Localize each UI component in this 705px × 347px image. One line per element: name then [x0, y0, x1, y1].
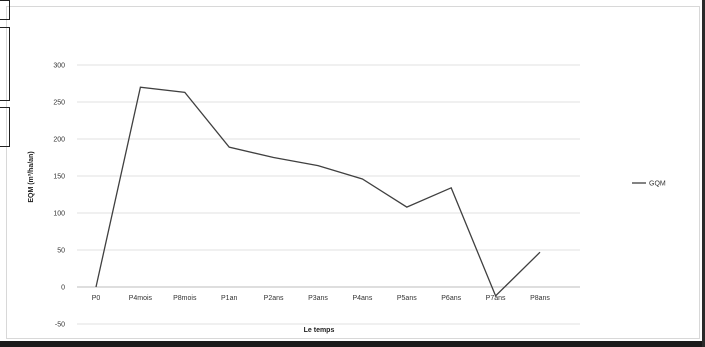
left-bracket-bottom	[0, 107, 10, 147]
x-axis-title: Le temps	[304, 327, 335, 334]
y-tick-label: 200	[53, 137, 65, 144]
y-tick-label: -50	[55, 322, 65, 329]
y-tick-labels: -50 0 50 100 150 200 250 300	[53, 63, 65, 329]
series-lines	[95, 86, 541, 298]
legend: GQM	[632, 181, 666, 188]
y-tick-label: 300	[53, 63, 65, 70]
right-border	[702, 0, 705, 347]
x-tick-label: P1an	[221, 295, 237, 302]
x-tick-label: P4ans	[352, 295, 372, 302]
x-tick-label: P0	[92, 295, 101, 302]
x-tick-label: P8ans	[530, 295, 550, 302]
y-tick-label: 100	[53, 211, 65, 218]
x-tick-label: P2ans	[264, 295, 284, 302]
gridlines	[77, 64, 580, 325]
x-tick-label: P6ans	[441, 295, 461, 302]
x-tick-label: P8mois	[173, 295, 197, 302]
x-tick-label: P7ans	[486, 295, 506, 302]
bottom-border	[0, 341, 705, 347]
x-tick-label: P4mois	[129, 295, 153, 302]
left-bracket-middle	[0, 27, 10, 101]
y-tick-label: 50	[57, 248, 65, 255]
y-tick-label: 0	[61, 285, 65, 292]
series-line	[95, 86, 541, 298]
y-tick-label: 150	[53, 174, 65, 181]
x-tick-label: P3ans	[308, 295, 328, 302]
left-bracket-top	[0, 0, 10, 20]
x-tick-label: P5ans	[397, 295, 417, 302]
y-axis-title: EQM (m³/ha/an)	[28, 151, 35, 202]
y-tick-label: 250	[53, 100, 65, 107]
x-tick-labels: P0 P4mois P8mois P1an P2ans P3ans P4ans P5ans P6…	[92, 295, 551, 302]
legend-label: GQM	[649, 181, 666, 188]
